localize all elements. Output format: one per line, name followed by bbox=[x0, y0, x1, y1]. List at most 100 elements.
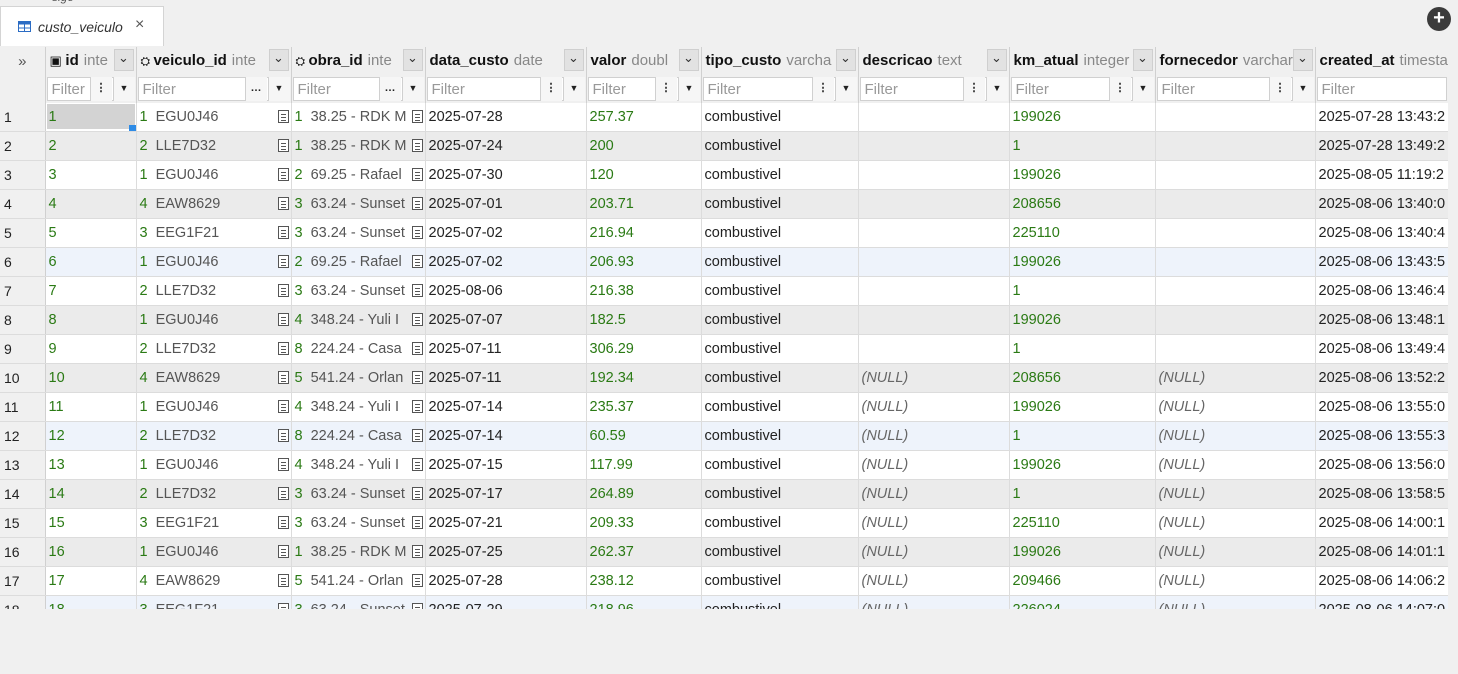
table-row[interactable]: 11 11 1 EGU0J46 4 348.24 - Yuli I 2025-07-14 23… bbox=[0, 392, 1448, 422]
lookup-icon[interactable] bbox=[411, 226, 423, 239]
cell-obra-id[interactable]: 3 63.24 - Sunset bbox=[291, 479, 426, 509]
lookup-icon[interactable] bbox=[277, 429, 289, 442]
cell-created-at[interactable]: 2025-08-06 14:06:2 bbox=[1315, 566, 1448, 596]
cell-descricao[interactable] bbox=[858, 160, 1010, 190]
cell-tipo-custo[interactable]: combustivel bbox=[701, 305, 859, 335]
cell-id[interactable]: 9 bbox=[45, 334, 137, 364]
cell-descricao[interactable] bbox=[858, 218, 1010, 248]
cell-id[interactable]: 16 bbox=[45, 537, 137, 567]
cell-descricao[interactable]: (NULL) bbox=[858, 508, 1010, 538]
cell-created-at[interactable]: 2025-08-06 13:55:0 bbox=[1315, 392, 1448, 422]
cell-fornecedor[interactable] bbox=[1155, 103, 1316, 132]
cell-data-custo[interactable]: 2025-07-28 bbox=[425, 566, 587, 596]
cell-valor[interactable]: 206.93 bbox=[586, 247, 702, 277]
column-header-valor[interactable]: valor doubl ⌄ bbox=[586, 47, 702, 75]
cell-descricao[interactable] bbox=[858, 276, 1010, 306]
cell-km-atual[interactable]: 1 bbox=[1009, 479, 1156, 509]
lookup-icon[interactable] bbox=[411, 168, 423, 181]
lookup-icon[interactable] bbox=[277, 139, 289, 152]
table-row[interactable]: 1 1 1 EGU0J46 1 38.25 - RDK M 2025-07-28 257.37… bbox=[0, 103, 1448, 132]
cell-id[interactable]: 14 bbox=[45, 479, 137, 509]
cell-data-custo[interactable]: 2025-07-17 bbox=[425, 479, 587, 509]
cell-valor[interactable]: 216.94 bbox=[586, 218, 702, 248]
cell-veiculo-id[interactable]: 3 EEG1F21 bbox=[136, 595, 292, 609]
cell-created-at[interactable]: 2025-08-06 13:49:4 bbox=[1315, 334, 1448, 364]
cell-valor[interactable]: 238.12 bbox=[586, 566, 702, 596]
cell-valor[interactable]: 257.37 bbox=[586, 103, 702, 132]
cell-obra-id[interactable]: 4 348.24 - Yuli I bbox=[291, 450, 426, 480]
cell-id[interactable]: 18 bbox=[45, 595, 137, 609]
lookup-icon[interactable] bbox=[411, 487, 423, 500]
cell-descricao[interactable]: (NULL) bbox=[858, 392, 1010, 422]
cell-fornecedor[interactable]: (NULL) bbox=[1155, 392, 1316, 422]
cell-tipo-custo[interactable]: combustivel bbox=[701, 421, 859, 451]
cell-obra-id[interactable]: 1 38.25 - RDK M bbox=[291, 537, 426, 567]
lookup-icon[interactable] bbox=[411, 574, 423, 587]
lookup-icon[interactable] bbox=[411, 516, 423, 529]
cell-valor[interactable]: 200 bbox=[586, 131, 702, 161]
cell-tipo-custo[interactable]: combustivel bbox=[701, 247, 859, 277]
cell-veiculo-id[interactable]: 1 EGU0J46 bbox=[136, 392, 292, 422]
sort-dropdown-button[interactable]: ⌄ bbox=[678, 49, 699, 71]
cell-tipo-custo[interactable]: combustivel bbox=[701, 103, 859, 132]
cell-veiculo-id[interactable]: 1 EGU0J46 bbox=[136, 305, 292, 335]
table-row[interactable]: 6 6 1 EGU0J46 2 69.25 - Rafael 2025-07-02 206.9… bbox=[0, 247, 1448, 277]
cell-data-custo[interactable]: 2025-07-14 bbox=[425, 421, 587, 451]
cell-id[interactable]: 11 bbox=[45, 392, 137, 422]
cell-tipo-custo[interactable]: combustivel bbox=[701, 160, 859, 190]
cell-km-atual[interactable]: 225110 bbox=[1009, 218, 1156, 248]
previous-tab[interactable]: sige bbox=[0, 0, 165, 6]
filter-icon[interactable]: ▼ bbox=[401, 77, 424, 101]
cell-data-custo[interactable]: 2025-07-29 bbox=[425, 595, 587, 609]
cell-descricao[interactable]: (NULL) bbox=[858, 479, 1010, 509]
table-row[interactable]: 16 16 1 EGU0J46 1 38.25 - RDK M 2025-07-25 262.… bbox=[0, 537, 1448, 567]
sort-dropdown-button[interactable]: ⌄ bbox=[113, 49, 134, 71]
column-header-tipo_custo[interactable]: tipo_custo varcha ⌄ bbox=[701, 47, 859, 75]
sort-dropdown-button[interactable]: ⌄ bbox=[402, 49, 423, 71]
cell-descricao[interactable] bbox=[858, 334, 1010, 364]
cell-descricao[interactable]: (NULL) bbox=[858, 450, 1010, 480]
cell-tipo-custo[interactable]: combustivel bbox=[701, 450, 859, 480]
ellipsis-button[interactable]: … bbox=[244, 77, 267, 101]
cell-descricao[interactable] bbox=[858, 305, 1010, 335]
cell-data-custo[interactable]: 2025-07-15 bbox=[425, 450, 587, 480]
lookup-icon[interactable] bbox=[411, 197, 423, 210]
lookup-icon[interactable] bbox=[277, 458, 289, 471]
sort-dropdown-button[interactable]: ⌄ bbox=[986, 49, 1007, 71]
cell-obra-id[interactable]: 8 224.24 - Casa bbox=[291, 421, 426, 451]
lookup-icon[interactable] bbox=[277, 516, 289, 529]
cell-data-custo[interactable]: 2025-07-25 bbox=[425, 537, 587, 567]
cell-tipo-custo[interactable]: combustivel bbox=[701, 595, 859, 609]
cell-fornecedor[interactable] bbox=[1155, 305, 1316, 335]
lookup-icon[interactable] bbox=[411, 284, 423, 297]
lookup-icon[interactable] bbox=[411, 458, 423, 471]
table-row[interactable]: 17 17 4 EAW8629 5 541.24 - Orlan 2025-07-28 238… bbox=[0, 566, 1448, 596]
cell-valor[interactable]: 218.96 bbox=[586, 595, 702, 609]
cell-veiculo-id[interactable]: 2 LLE7D32 bbox=[136, 131, 292, 161]
cell-descricao[interactable] bbox=[858, 103, 1010, 132]
cell-fornecedor[interactable] bbox=[1155, 189, 1316, 219]
cell-valor[interactable]: 120 bbox=[586, 160, 702, 190]
cell-data-custo[interactable]: 2025-07-21 bbox=[425, 508, 587, 538]
cell-descricao[interactable]: (NULL) bbox=[858, 421, 1010, 451]
cell-created-at[interactable]: 2025-08-06 14:01:1 bbox=[1315, 537, 1448, 567]
cell-id[interactable]: 5 bbox=[45, 218, 137, 248]
filter-input[interactable]: Filter bbox=[1316, 77, 1447, 101]
cell-id[interactable]: 8 bbox=[45, 305, 137, 335]
cell-created-at[interactable]: 2025-08-06 13:48:1 bbox=[1315, 305, 1448, 335]
cell-veiculo-id[interactable]: 2 LLE7D32 bbox=[136, 334, 292, 364]
add-tab-button[interactable]: + bbox=[1427, 7, 1451, 31]
cell-created-at[interactable]: 2025-08-06 13:52:2 bbox=[1315, 363, 1448, 393]
cell-km-atual[interactable]: 199026 bbox=[1009, 103, 1156, 132]
cell-valor[interactable]: 192.34 bbox=[586, 363, 702, 393]
column-header-descricao[interactable]: descricao text ⌄ bbox=[858, 47, 1010, 75]
cell-descricao[interactable] bbox=[858, 131, 1010, 161]
selection-handle[interactable] bbox=[128, 125, 135, 131]
filter-icon[interactable]: ▼ bbox=[1291, 77, 1314, 101]
cell-descricao[interactable] bbox=[858, 247, 1010, 277]
lookup-icon[interactable] bbox=[277, 255, 289, 268]
filter-icon[interactable]: ▼ bbox=[677, 77, 700, 101]
table-row[interactable]: 7 7 2 LLE7D32 3 63.24 - Sunset 2025-08-06 216.3… bbox=[0, 276, 1448, 306]
cell-obra-id[interactable]: 3 63.24 - Sunset bbox=[291, 218, 426, 248]
lookup-icon[interactable] bbox=[411, 400, 423, 413]
